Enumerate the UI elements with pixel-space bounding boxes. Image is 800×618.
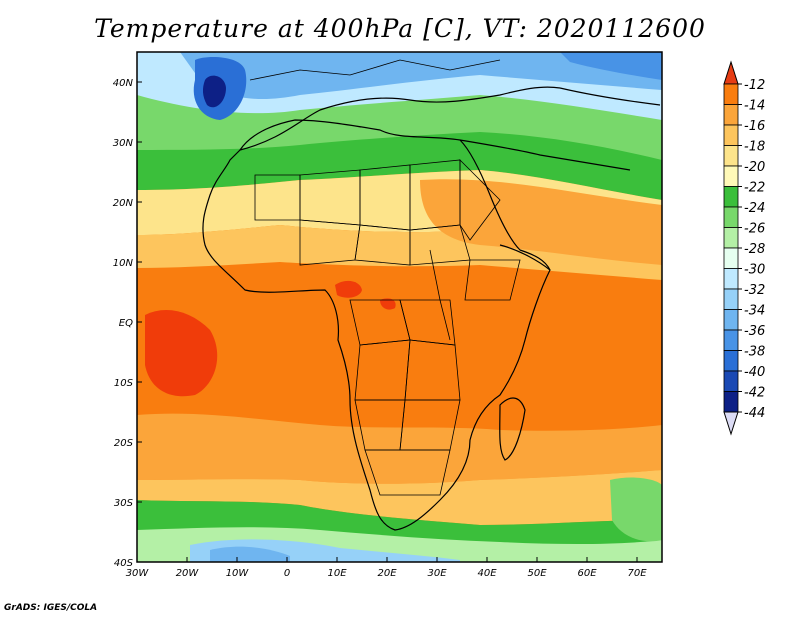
field-hot-atlantic <box>145 310 218 397</box>
map-title: Temperature at 400hPa [C], VT: 202011260… <box>94 14 706 43</box>
colorbar-label: -20 <box>744 160 765 175</box>
colorbar-segment <box>723 268 739 290</box>
map-area <box>137 52 662 562</box>
lon-tick-label: 40E <box>477 568 497 579</box>
lat-tick-label: 20N <box>113 198 134 209</box>
field-band-darkblue-ne <box>560 52 662 80</box>
colorbar-segment <box>723 145 739 167</box>
colorbar-segment <box>723 288 739 310</box>
lat-tick-label: 30N <box>113 138 134 149</box>
lat-axis: 40N 30N 20N 10N EQ 10S 20S 30S 40S <box>113 78 142 569</box>
colorbar-segment <box>723 104 739 126</box>
lon-tick-label: 0 <box>284 568 290 579</box>
colorbar-label: -34 <box>744 304 765 319</box>
lon-tick-label: 10W <box>226 568 250 579</box>
colorbar-segment <box>723 350 739 372</box>
colorbar-label: -38 <box>744 345 765 360</box>
colorbar-segment <box>723 227 739 249</box>
colorbar-segment <box>723 309 739 331</box>
colorbar-label: -22 <box>744 181 765 196</box>
lon-tick-label: 70E <box>627 568 647 579</box>
colorbar-segment <box>723 370 739 392</box>
colorbar-segment <box>723 83 739 105</box>
lon-tick-label: 60E <box>577 568 597 579</box>
colorbar-segment <box>723 391 739 413</box>
colorbar-label: -24 <box>744 201 765 216</box>
colorbar-segment <box>723 206 739 228</box>
lon-tick-label: 30E <box>427 568 447 579</box>
lat-tick-label: 10S <box>114 378 134 389</box>
colorbar-label: -42 <box>744 386 765 401</box>
colorbar: -12 -14 -16 -18 -20 -22 -24 -26 -28 -30 -32 -34 -36 -… <box>723 60 765 436</box>
field-band-south-blue2 <box>210 546 290 562</box>
colorbar-label: -16 <box>744 119 765 134</box>
colorbar-label: -28 <box>744 242 765 257</box>
field-band-orange-ne <box>420 179 662 265</box>
lon-tick-label: 20W <box>176 568 200 579</box>
colorbar-label: -44 <box>744 406 765 421</box>
colorbar-label: -14 <box>744 99 765 114</box>
lat-tick-label: 10N <box>113 258 134 269</box>
credit-text: GrADS: IGES/COLA <box>4 603 98 613</box>
field-hot-central <box>335 280 362 298</box>
colorbar-label: -12 <box>744 78 765 93</box>
colorbar-label: -36 <box>744 324 765 339</box>
colorbar-segment <box>723 186 739 208</box>
lon-tick-label: 50E <box>527 568 547 579</box>
colorbar-top-arrow <box>723 60 739 85</box>
colorbar-segment <box>723 329 739 351</box>
field-cold-core <box>202 75 226 108</box>
colorbar-label: -30 <box>744 263 765 278</box>
field-band-south-east-lightgreen <box>610 477 662 542</box>
lon-tick-label: 20E <box>377 568 397 579</box>
lat-tick-label: 40S <box>114 558 134 569</box>
lon-axis: 30W 20W 10W 0 10E 20E 30E 40E 50E 60E 70E <box>126 557 647 579</box>
colorbar-bottom-arrow <box>723 411 739 436</box>
colorbar-label: -26 <box>744 222 765 237</box>
colorbar-segment <box>723 165 739 187</box>
colorbar-label: -18 <box>744 140 765 155</box>
field-band-south-yellow <box>137 470 662 525</box>
colorbar-segment <box>723 124 739 146</box>
map-frame <box>136 51 663 563</box>
field-hot-east <box>380 298 396 310</box>
field-band-south-lightorange <box>137 413 662 484</box>
field-band-blue-north <box>180 52 662 100</box>
lon-tick-label: 30W <box>126 568 150 579</box>
lon-tick-label: 10E <box>327 568 347 579</box>
coastlines <box>202 86 661 531</box>
country-borders <box>249 59 521 496</box>
colorbar-label: -32 <box>744 283 765 298</box>
lat-tick-label: 30S <box>114 498 134 509</box>
colorbar-segment <box>723 247 739 269</box>
lat-tick-label: 40N <box>113 78 134 89</box>
lat-tick-label: 20S <box>114 438 134 449</box>
colorbar-label: -40 <box>744 365 765 380</box>
lat-tick-label: EQ <box>119 318 133 329</box>
